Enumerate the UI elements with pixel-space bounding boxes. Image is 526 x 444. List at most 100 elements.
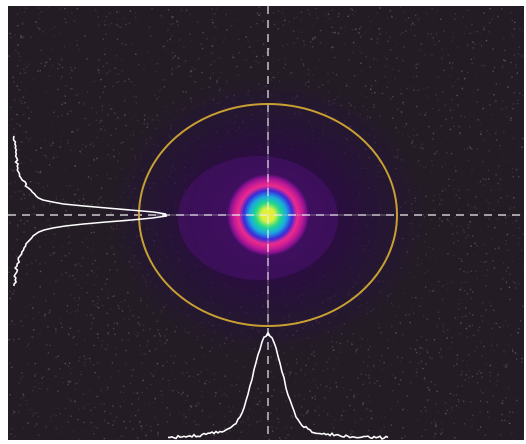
noise-speck — [101, 340, 104, 342]
noise-speck — [446, 152, 448, 154]
beam-image[interactable] — [8, 6, 524, 440]
noise-speck — [119, 405, 121, 408]
noise-speck — [351, 431, 353, 433]
noise-speck — [314, 398, 316, 400]
noise-speck — [514, 352, 517, 354]
noise-speck — [360, 418, 362, 420]
noise-speck — [481, 302, 483, 304]
noise-speck — [411, 296, 414, 299]
noise-speck — [73, 201, 75, 203]
noise-speck — [472, 314, 474, 316]
noise-speck — [39, 270, 42, 273]
noise-speck — [488, 416, 490, 419]
noise-speck — [447, 75, 449, 78]
noise-speck — [476, 340, 478, 342]
noise-speck — [81, 154, 84, 156]
noise-speck — [507, 266, 509, 269]
noise-speck — [515, 66, 517, 69]
noise-speck — [427, 387, 429, 389]
noise-speck — [425, 339, 428, 341]
noise-speck — [19, 149, 21, 151]
noise-speck — [262, 43, 265, 45]
noise-speck — [314, 7, 317, 10]
noise-speck — [33, 155, 35, 157]
noise-speck — [132, 369, 134, 371]
crosshair-icon[interactable] — [8, 6, 524, 440]
noise-speck — [417, 19, 419, 21]
noise-speck — [438, 280, 440, 283]
noise-speck — [401, 32, 404, 34]
noise-speck — [381, 354, 383, 357]
noise-speck — [223, 41, 225, 43]
noise-speck — [97, 203, 99, 205]
noise-speck — [419, 113, 421, 116]
noise-speck — [461, 385, 463, 387]
noise-speck — [128, 78, 130, 80]
noise-speck — [364, 85, 367, 87]
fit-ellipse-icon[interactable] — [138, 103, 398, 327]
noise-speck — [418, 353, 421, 355]
noise-speck — [238, 438, 240, 440]
noise-speck — [52, 157, 54, 159]
noise-speck — [158, 333, 160, 335]
noise-speck — [327, 414, 329, 416]
noise-speck — [26, 220, 29, 222]
noise-speck — [518, 327, 520, 330]
noise-speck — [420, 360, 422, 363]
noise-speck — [137, 409, 139, 411]
noise-speck — [125, 43, 127, 46]
noise-speck — [516, 358, 518, 360]
noise-speck — [185, 399, 187, 402]
noise-speck — [469, 288, 472, 291]
noise-speck — [53, 111, 55, 113]
noise-speck — [416, 339, 418, 341]
noise-speck — [315, 363, 318, 365]
noise-speck — [19, 55, 21, 58]
noise-speck — [508, 72, 510, 74]
noise-speck — [473, 31, 475, 33]
noise-speck — [379, 33, 381, 35]
noise-speck — [44, 65, 46, 67]
noise-speck — [69, 399, 71, 401]
noise-speck — [17, 13, 19, 15]
noise-speck — [303, 44, 306, 46]
noise-speck — [463, 423, 465, 425]
noise-speck — [489, 22, 491, 24]
noise-speck — [40, 170, 42, 172]
noise-speck — [484, 64, 486, 67]
noise-speck — [449, 74, 451, 76]
noise-speck — [402, 60, 404, 62]
noise-speck — [504, 419, 506, 422]
noise-speck — [399, 361, 402, 363]
noise-speck — [101, 105, 104, 107]
noise-speck — [171, 68, 173, 70]
noise-speck — [268, 48, 270, 50]
noise-speck — [326, 368, 329, 370]
camera-frame[interactable] — [8, 6, 524, 440]
noise-speck — [480, 45, 483, 47]
noise-speck — [27, 362, 29, 365]
noise-speck — [27, 106, 29, 109]
noise-speck — [314, 37, 316, 39]
noise-speck — [415, 67, 418, 69]
noise-speck — [150, 383, 152, 386]
noise-speck — [160, 15, 162, 17]
noise-speck — [133, 95, 135, 97]
noise-speck — [358, 32, 360, 34]
noise-speck — [171, 41, 173, 43]
noise-speck — [318, 406, 320, 409]
noise-speck — [185, 422, 188, 424]
noise-speck — [258, 62, 260, 64]
noise-speck — [415, 63, 417, 66]
noise-speck — [307, 68, 309, 71]
noise-speck — [95, 305, 98, 308]
noise-speck — [49, 203, 51, 205]
noise-speck — [391, 325, 393, 328]
noise-speck — [456, 357, 459, 360]
noise-speck — [90, 409, 92, 412]
noise-speck — [341, 414, 343, 417]
noise-speck — [423, 315, 425, 317]
noise-speck — [99, 119, 101, 122]
noise-speck — [33, 213, 36, 215]
noise-speck — [23, 193, 25, 196]
